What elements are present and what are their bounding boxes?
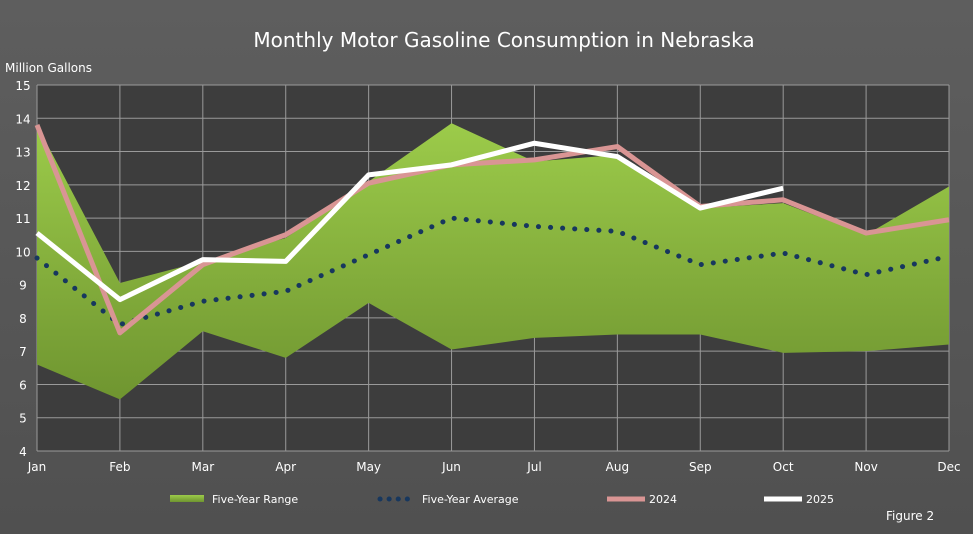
y-tick-label: 14 bbox=[15, 112, 30, 126]
y-tick-label: 8 bbox=[19, 312, 27, 326]
series-line-five-year-average bbox=[34, 215, 952, 328]
x-tick-label: Apr bbox=[275, 460, 296, 474]
y-tick-label: 13 bbox=[15, 146, 30, 160]
legend-label: 2025 bbox=[806, 493, 834, 506]
x-tick-label: Sep bbox=[689, 460, 712, 474]
x-tick-label: Oct bbox=[773, 460, 794, 474]
x-tick-label: Jan bbox=[27, 460, 47, 474]
y-axis-label: Million Gallons bbox=[5, 61, 92, 75]
x-tick-label: Jul bbox=[526, 460, 541, 474]
y-tick-label: 5 bbox=[19, 412, 27, 426]
x-tick-label: Feb bbox=[109, 460, 130, 474]
x-tick-label: Aug bbox=[606, 460, 629, 474]
y-tick-label: 10 bbox=[15, 245, 30, 259]
series-line-2025 bbox=[35, 140, 784, 303]
y-tick-label: 7 bbox=[19, 345, 27, 359]
x-tick-label: May bbox=[356, 460, 381, 474]
figure-label: Figure 2 bbox=[886, 509, 935, 523]
five-year-range-area bbox=[37, 123, 949, 400]
y-tick-label: 15 bbox=[15, 79, 30, 93]
legend-label: Five-Year Range bbox=[212, 493, 298, 506]
y-tick-label: 6 bbox=[19, 378, 27, 392]
y-tick-label: 12 bbox=[15, 179, 30, 193]
legend-label: 2024 bbox=[649, 493, 677, 506]
series-line-2024 bbox=[34, 124, 950, 336]
y-tick-label: 4 bbox=[19, 445, 27, 459]
x-tick-label: Nov bbox=[854, 460, 877, 474]
x-tick-label: Mar bbox=[191, 460, 214, 474]
legend-swatch bbox=[170, 495, 204, 502]
legend-label: Five-Year Average bbox=[422, 493, 519, 506]
y-tick-label: 9 bbox=[19, 279, 27, 293]
chart-title: Monthly Motor Gasoline Consumption in Ne… bbox=[253, 28, 755, 52]
y-tick-label: 11 bbox=[15, 212, 30, 226]
x-tick-label: Jun bbox=[441, 460, 461, 474]
x-tick-label: Dec bbox=[937, 460, 960, 474]
